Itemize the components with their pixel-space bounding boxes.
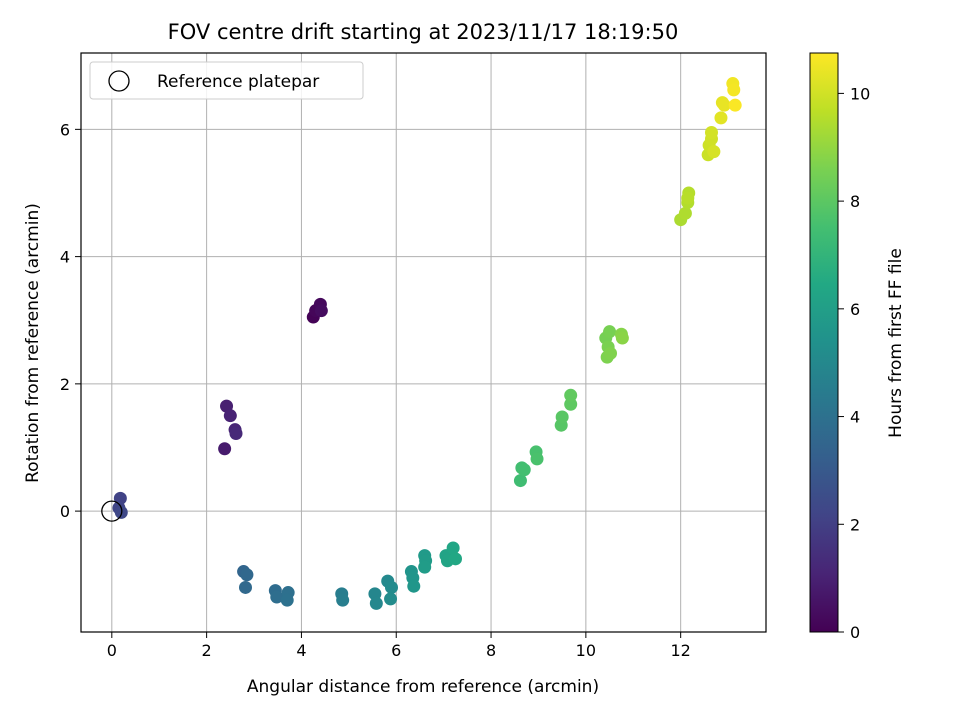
x-tick-label: 8 [486,641,496,660]
data-point-4 [218,442,232,456]
data-point-46 [603,325,617,339]
data-point-20 [336,593,350,607]
colorbar-label: Hours from first FF file [886,248,906,438]
data-point-8 [229,426,243,440]
colorbar-tick-label: 4 [850,408,860,427]
data-point-49 [604,346,618,360]
data-point-44 [564,388,578,402]
colorbar: 0 2 4 6 8 10 Hours from first FF file [809,52,906,642]
x-tick-label: 10 [576,641,596,660]
legend-label: Reference platepar [157,72,319,92]
y-tick-label: 0 [60,502,70,521]
data-point-51 [615,331,629,345]
data-point-40 [530,452,544,466]
data-point-22 [369,596,383,610]
data-point-14 [238,580,252,594]
data-point-16 [270,590,284,604]
colorbar-tick-label: 2 [850,515,860,534]
data-point-61 [707,145,721,159]
colorbar-tick-label: 6 [850,300,860,319]
data-point-42 [555,410,569,424]
data-point-9 [113,491,127,505]
y-axis-ticks: 0 2 4 6 [60,120,81,521]
data-point-13 [240,568,254,582]
data-point-6 [223,409,237,423]
data-point-24 [385,580,399,594]
data-point-34 [446,541,460,555]
data-point-3 [314,304,328,318]
data-point-35 [448,552,462,566]
y-tick-label: 4 [60,248,70,267]
legend: Reference platepar [89,61,364,100]
y-tick-label: 2 [60,375,70,394]
plot-frame [80,52,767,633]
y-tick-label: 6 [60,120,70,139]
data-point-31 [418,560,432,574]
data-point-53 [678,206,692,220]
x-axis-ticks: 0 2 4 6 8 10 12 [107,632,691,660]
data-point-67 [728,98,742,112]
y-axis-label: Rotation from reference (arcmin) [23,203,43,483]
data-point-62 [714,111,728,125]
legend-box [89,61,364,100]
x-tick-label: 6 [391,641,401,660]
reference-platepar-marker [101,500,123,522]
data-point-36 [513,474,527,488]
x-tick-label: 2 [202,641,212,660]
data-point-21 [368,587,382,601]
colorbar-ticks: 0 2 4 6 8 10 [838,84,870,642]
x-tick-label: 4 [296,641,306,660]
data-point-28 [407,579,421,593]
data-points [112,77,742,610]
x-axis-label: Angular distance from reference (arcmin) [247,677,599,697]
colorbar-tick-label: 8 [850,192,860,211]
x-tick-label: 12 [670,641,690,660]
data-point-64 [717,98,731,112]
colorbar-gradient [809,52,839,633]
data-point-18 [280,593,294,607]
colorbar-tick-label: 0 [850,623,860,642]
data-point-60 [704,126,718,140]
legend-reference-marker [108,70,130,92]
data-point-25 [384,592,398,606]
data-point-38 [517,463,531,477]
chart-title: FOV centre drift starting at 2023/11/17 … [168,20,679,44]
data-point-66 [727,83,741,97]
grid-lines [81,53,766,632]
data-point-56 [681,191,695,205]
data-point-43 [564,397,578,411]
colorbar-tick-label: 10 [850,84,870,103]
x-tick-label: 0 [107,641,117,660]
